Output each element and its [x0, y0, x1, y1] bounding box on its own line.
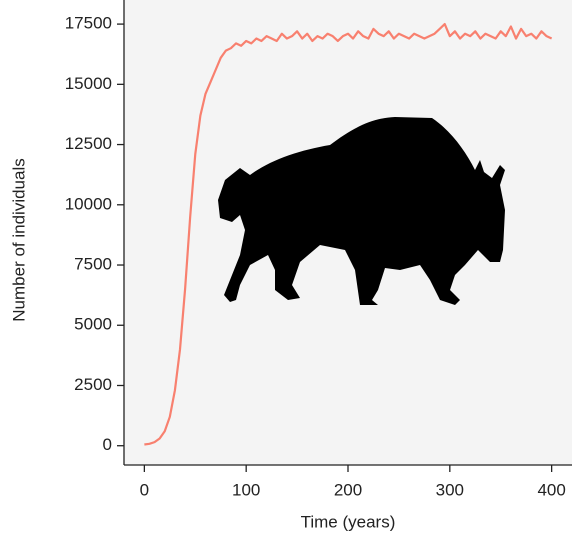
x-tick-label: 0: [140, 480, 149, 499]
x-tick-label: 100: [232, 480, 260, 499]
x-tick-label: 200: [334, 480, 362, 499]
y-tick-label: 7500: [74, 255, 112, 274]
bison-silhouette: [218, 117, 505, 305]
y-tick-label: 10000: [65, 194, 112, 213]
y-tick-label: 15000: [65, 74, 112, 93]
y-tick-label: 2500: [74, 375, 112, 394]
x-tick-label: 300: [436, 480, 464, 499]
x-axis-label: Time (years): [301, 512, 396, 531]
x-tick-label: 400: [537, 480, 565, 499]
y-tick-label: 5000: [74, 315, 112, 334]
y-axis-label: Number of individuals: [9, 158, 28, 321]
y-tick-label: 0: [103, 435, 112, 454]
y-tick-label: 12500: [65, 134, 112, 153]
data-line: [144, 22, 553, 446]
y-tick-label: 17500: [65, 14, 112, 33]
